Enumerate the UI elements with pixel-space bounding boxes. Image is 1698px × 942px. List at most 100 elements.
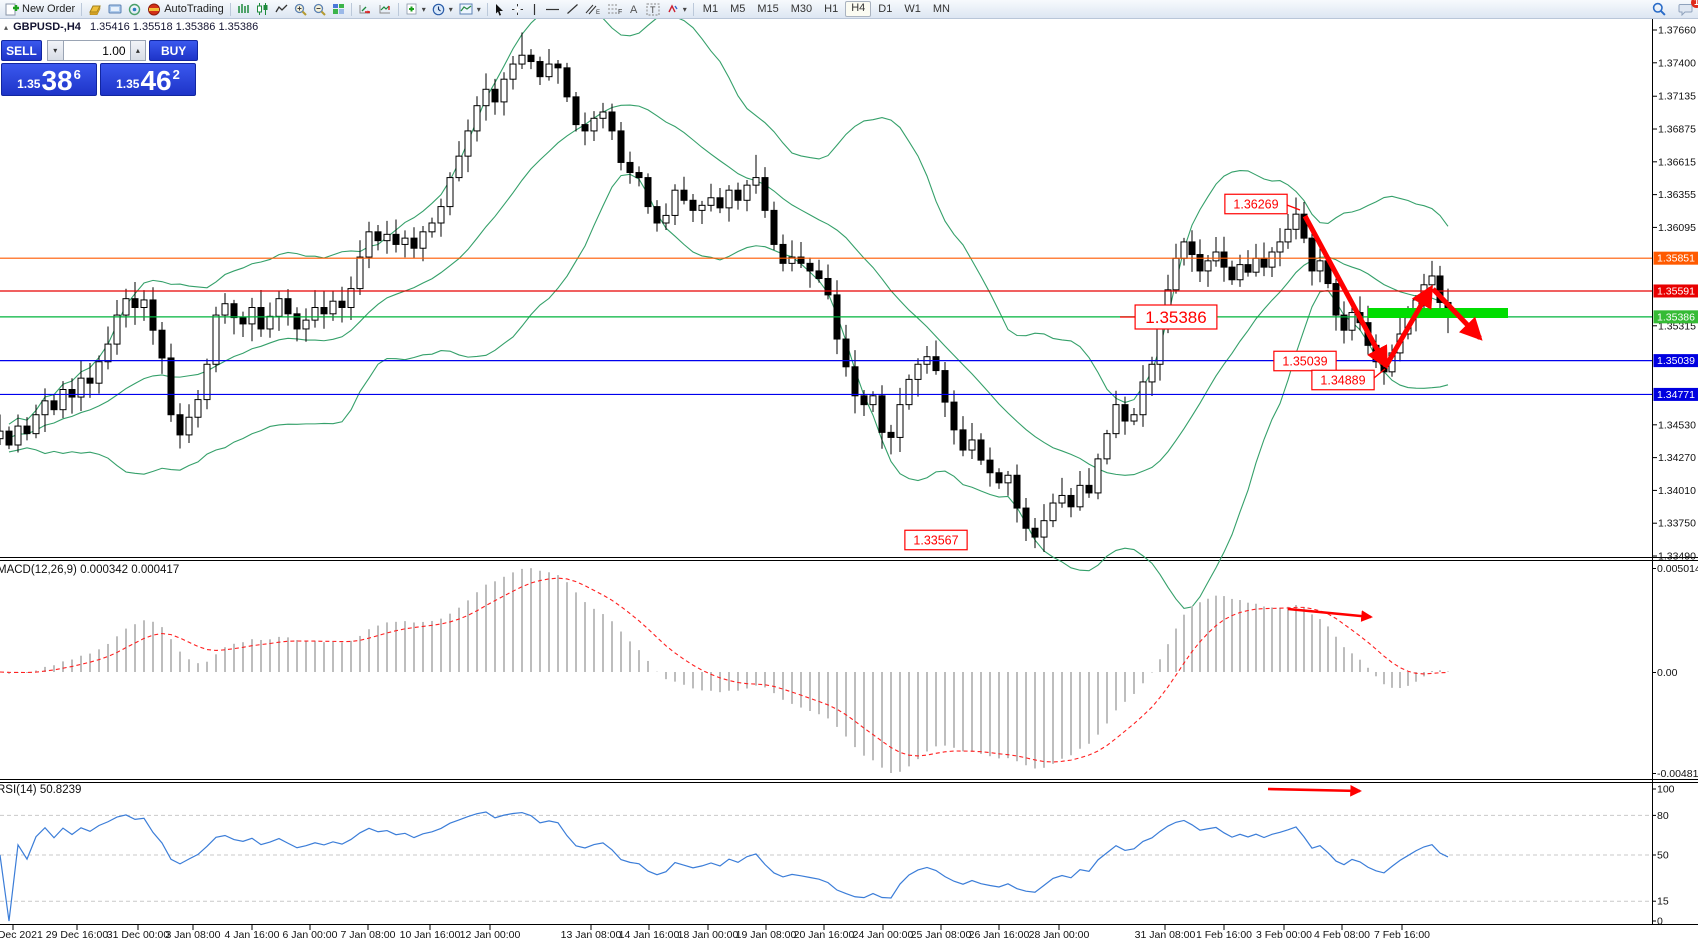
trendline-tool-button[interactable]: [563, 1, 582, 17]
price-tag: [1653, 284, 1698, 298]
new-order-icon: [5, 3, 19, 15]
periods-button[interactable]: ▾: [429, 1, 456, 17]
annotation-price-text: 1.35039: [1282, 355, 1327, 369]
autotrading-button[interactable]: AutoTrading: [144, 1, 227, 17]
trend-arrow[interactable]: [1431, 287, 1483, 341]
macd-axis-label: 0.005014: [1657, 563, 1698, 575]
auto-scroll-icon: [359, 5, 370, 14]
timeframe-button-m5[interactable]: M5: [730, 2, 746, 15]
rsi-line: [0, 811, 1449, 922]
bear-candle: [392, 233, 400, 245]
annotation-price-box[interactable]: [1311, 369, 1375, 391]
timeframe-button-w1[interactable]: W1: [904, 2, 921, 15]
annotation-price-box[interactable]: [1273, 350, 1337, 372]
bear-candle: [617, 130, 625, 163]
buy-button[interactable]: BUY: [149, 40, 199, 61]
rsi-indicator-label: RSI(14) 50.8239: [0, 784, 82, 796]
timeframe-button-h1[interactable]: H1: [824, 2, 839, 15]
bull-candle: [455, 155, 463, 179]
bull-candle: [752, 177, 760, 186]
bull-candle: [77, 377, 85, 398]
new-order-button[interactable]: New Order: [2, 1, 78, 17]
indicators-dropdown-caret[interactable]: ▾: [421, 4, 426, 14]
annotation-price-box[interactable]: [1134, 304, 1218, 330]
trend-arrow[interactable]: [1383, 284, 1434, 368]
bear-candle: [887, 431, 895, 438]
timeframe-button-m1[interactable]: M1: [702, 2, 719, 15]
templates-button[interactable]: ▾: [456, 1, 484, 17]
momentum-arrow[interactable]: [1287, 607, 1373, 622]
cursor-tool-button[interactable]: [491, 1, 508, 17]
timeframe-button-d1[interactable]: D1: [878, 2, 893, 15]
notifications-button[interactable]: 1: [1675, 0, 1698, 17]
search-button[interactable]: [1649, 1, 1669, 17]
bollinger-upper-band[interactable]: [8, 0, 1449, 425]
timeframe-button-m15[interactable]: M15: [757, 2, 779, 15]
timeframe-button-m30[interactable]: M30: [790, 2, 813, 15]
momentum-arrow[interactable]: [1267, 784, 1362, 797]
candlestick-chart-icon: [256, 3, 268, 15]
bull-candle: [185, 416, 193, 436]
price-tag: [1653, 251, 1698, 265]
bear-candle: [779, 243, 787, 264]
line-chart-icon: [275, 4, 288, 13]
text-tool-button[interactable]: A: [625, 1, 643, 17]
templates-dropdown-caret[interactable]: ▾: [476, 4, 481, 14]
zoom-in-button[interactable]: [291, 1, 310, 17]
timeframe-button-h4[interactable]: H4: [845, 1, 872, 17]
trend-arrow[interactable]: [1302, 214, 1389, 370]
volume-input[interactable]: [62, 40, 131, 61]
periods-dropdown-caret[interactable]: ▾: [448, 4, 453, 14]
indicators-button[interactable]: ▾: [402, 1, 429, 17]
bull-candle: [329, 300, 337, 315]
crosshair-tool-button[interactable]: [508, 1, 527, 17]
signals-button[interactable]: [125, 1, 144, 17]
symbol-period-label: GBPUSD-,H4: [13, 21, 81, 33]
horizontal-line-tool-button[interactable]: [542, 1, 563, 17]
bear-candle: [653, 206, 661, 224]
deposit-button[interactable]: [85, 1, 105, 17]
equidistant-channel-tool-button[interactable]: E: [582, 1, 604, 17]
bear-candle: [1220, 251, 1228, 268]
text-label-tool-button[interactable]: T: [643, 1, 663, 17]
arrows-dropdown-caret[interactable]: ▾: [682, 4, 687, 14]
tile-windows-button[interactable]: [329, 1, 348, 17]
fibonacci-tool-button[interactable]: F: [604, 1, 625, 17]
annotation-price-text: 1.34889: [1320, 374, 1365, 388]
bull-candle: [1348, 312, 1356, 331]
bull-candle: [248, 307, 256, 325]
volume-increase-button[interactable]: ▴: [130, 40, 147, 61]
bull-candle: [194, 399, 202, 418]
line-chart-button[interactable]: [272, 1, 291, 17]
toolbar-separator: [81, 2, 83, 16]
bear-candle: [770, 209, 778, 245]
data-window-button[interactable]: [105, 1, 125, 17]
arrows-tool-button[interactable]: ▾: [663, 1, 690, 17]
chart-shift-button[interactable]: [375, 1, 395, 17]
bid-price-box[interactable]: 1.35 38 6: [1, 63, 97, 96]
bull-candle: [1236, 264, 1244, 281]
ask-price-box[interactable]: 1.35 46 2: [100, 63, 196, 96]
bollinger-lower-band[interactable]: [8, 173, 1449, 609]
volume-decrease-button[interactable]: ▾: [46, 40, 63, 61]
horizontal-line-icon: [545, 8, 559, 10]
price-tag-label: 1.35591: [1657, 285, 1695, 297]
bull-candle: [401, 237, 409, 245]
bear-candle: [491, 88, 499, 103]
timeframe-button-mn[interactable]: MN: [932, 2, 950, 15]
bollinger-middle-band[interactable]: [8, 104, 1449, 476]
bar-chart-button[interactable]: [234, 1, 253, 17]
annotation-price-box[interactable]: [904, 529, 968, 551]
annotation-price-box[interactable]: [1224, 193, 1288, 215]
bear-candle: [1085, 484, 1093, 494]
bear-candle: [689, 199, 697, 211]
bear-candle: [959, 429, 967, 451]
auto-scroll-button[interactable]: [355, 1, 375, 17]
vertical-line-tool-button[interactable]: [527, 1, 542, 17]
bear-candle: [878, 395, 886, 433]
highlight-bar[interactable]: [1368, 308, 1508, 318]
zoom-out-button[interactable]: [310, 1, 329, 17]
candlestick-chart-button[interactable]: [253, 1, 272, 17]
sell-button[interactable]: SELL: [1, 40, 42, 61]
